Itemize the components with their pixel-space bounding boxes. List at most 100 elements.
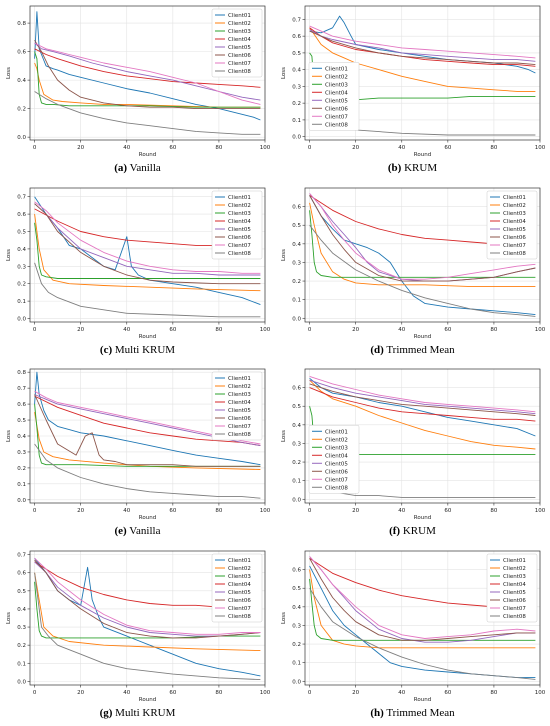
series-line-client02 bbox=[34, 572, 261, 651]
x-tick-label: 80 bbox=[215, 327, 222, 333]
series-line-client08 bbox=[34, 262, 261, 317]
legend-label: Client01 bbox=[325, 429, 348, 435]
series-line-client04 bbox=[309, 387, 536, 422]
chart-svg: 0 20 40 60 80 100 0.0 0.1 0.2 0.3 0.4 0.5 0.6 0.7 Roun… bbox=[281, 5, 546, 158]
y-tick-label: 0.7 bbox=[17, 552, 26, 558]
y-tick-label: 0.2 bbox=[292, 101, 301, 107]
legend-label: Client04 bbox=[325, 90, 348, 96]
x-tick-label: 20 bbox=[352, 145, 359, 151]
caption-c: (c) Multi KRUM bbox=[99, 343, 176, 356]
series-line-client05 bbox=[34, 202, 261, 275]
series-line-client02 bbox=[34, 412, 261, 470]
series-line-client04 bbox=[34, 395, 261, 447]
y-axis-label: Loss bbox=[281, 611, 287, 623]
x-tick-label: 60 bbox=[169, 690, 176, 696]
legend-label: Client07 bbox=[228, 61, 251, 67]
x-tick-label: 80 bbox=[490, 145, 497, 151]
y-tick-label: 0.6 bbox=[292, 34, 301, 40]
legend-label: Client07 bbox=[503, 606, 526, 612]
legend-label: Client08 bbox=[228, 69, 251, 75]
y-axis-label: Loss bbox=[281, 67, 287, 79]
series-line-client08 bbox=[309, 224, 536, 317]
x-tick-label: 100 bbox=[260, 145, 271, 151]
x-tick-label: 100 bbox=[535, 690, 546, 696]
legend-box bbox=[211, 371, 263, 441]
legend-label: Client01 bbox=[228, 558, 251, 564]
legend-box bbox=[486, 190, 538, 259]
x-tick-label: 60 bbox=[169, 508, 176, 514]
panel-c: 0 20 40 60 80 100 0.0 0.1 0.2 0.3 0.4 0.5 0.6 0.7 Roun… bbox=[0, 182, 275, 364]
y-axis-label: Loss bbox=[6, 611, 12, 623]
y-tick-label: 0.3 bbox=[17, 450, 26, 456]
panel-g: 0 20 40 60 80 100 0.0 0.1 0.2 0.3 0.4 0.5 0.6 0.7 Roun… bbox=[0, 545, 275, 726]
legend-label: Client04 bbox=[325, 453, 348, 459]
legend-label: Client05 bbox=[503, 590, 526, 596]
y-tick-label: 0.3 bbox=[292, 260, 301, 266]
series-line-client02 bbox=[309, 379, 536, 450]
x-tick-label: 40 bbox=[398, 690, 405, 696]
legend-label: Client05 bbox=[325, 461, 348, 467]
x-axis-label: Round bbox=[414, 334, 431, 340]
series-line-client02 bbox=[34, 62, 261, 108]
legend-label: Client07 bbox=[228, 424, 251, 430]
series-line-client03 bbox=[309, 209, 536, 278]
legend-label: Client03 bbox=[228, 574, 251, 580]
legend-label: Client01 bbox=[503, 195, 526, 201]
x-tick-label: 0 bbox=[308, 145, 312, 151]
y-tick-label: 0.0 bbox=[292, 497, 301, 503]
x-tick-label: 100 bbox=[535, 327, 546, 333]
legend-label: Client08 bbox=[228, 432, 251, 438]
panel-h: 0 20 40 60 80 100 0.0 0.1 0.2 0.3 0.4 0.5 0.6 Round Lo… bbox=[275, 545, 550, 726]
legend-label: Client06 bbox=[228, 235, 251, 241]
series-line-client08 bbox=[34, 443, 261, 499]
caption-a: (a) Vanilla bbox=[114, 162, 161, 174]
y-tick-label: 0.6 bbox=[17, 50, 26, 56]
legend-label: Client02 bbox=[325, 437, 348, 443]
x-tick-label: 20 bbox=[77, 145, 84, 151]
y-tick-label: 0.3 bbox=[17, 264, 26, 270]
legend-label: Client06 bbox=[228, 53, 251, 59]
y-tick-label: 0.4 bbox=[292, 604, 301, 610]
legend-box bbox=[211, 8, 263, 78]
x-axis-label: Round bbox=[139, 515, 156, 521]
y-tick-label: 0.5 bbox=[292, 404, 301, 410]
legend-label: Client01 bbox=[228, 195, 251, 201]
plot-frame bbox=[304, 550, 541, 685]
series-line-client01 bbox=[34, 371, 261, 466]
caption-d: (d) Trimmed Mean bbox=[370, 343, 455, 356]
caption-g: (g) Multi KRUM bbox=[99, 706, 176, 719]
x-axis-label: Round bbox=[414, 152, 431, 158]
chart-svg: 0 20 40 60 80 100 0.0 0.2 0.4 0.6 0.8 Round Loss Clie… bbox=[6, 5, 271, 158]
legend: Client01 Client02 Client03 Client04 Client05… bbox=[211, 371, 263, 441]
y-tick-label: 0.5 bbox=[292, 51, 301, 57]
legend: Client01 Client02 Client03 Client04 Client05… bbox=[308, 62, 360, 131]
y-tick-label: 0.6 bbox=[17, 570, 26, 576]
legend-box bbox=[486, 553, 538, 622]
legend-label: Client04 bbox=[503, 219, 526, 225]
plot-frame bbox=[304, 5, 541, 141]
y-tick-label: 0.2 bbox=[292, 642, 301, 648]
x-axis-label: Round bbox=[414, 515, 431, 521]
x-axis-label: Round bbox=[139, 334, 156, 340]
series-line-client07 bbox=[309, 25, 536, 59]
legend-label: Client03 bbox=[228, 29, 251, 35]
x-tick-label: 0 bbox=[33, 327, 37, 333]
legend: Client01 Client02 Client03 Client04 Client05… bbox=[211, 553, 263, 622]
x-tick-label: 20 bbox=[77, 327, 84, 333]
x-tick-label: 60 bbox=[169, 145, 176, 151]
caption-e: (e) Vanilla bbox=[114, 525, 161, 537]
series-line-client06 bbox=[34, 39, 261, 110]
legend-label: Client04 bbox=[228, 37, 251, 43]
y-tick-label: 0.1 bbox=[17, 482, 26, 488]
series-line-client07 bbox=[34, 201, 261, 274]
legend-label: Client02 bbox=[325, 74, 348, 80]
x-tick-label: 40 bbox=[123, 690, 130, 696]
x-tick-label: 80 bbox=[490, 690, 497, 696]
y-tick-label: 0.3 bbox=[292, 623, 301, 629]
x-tick-label: 20 bbox=[352, 327, 359, 333]
legend: Client01 Client02 Client03 Client04 Client05… bbox=[486, 553, 538, 622]
caption-f: (f) KRUM bbox=[389, 525, 436, 537]
legend-box bbox=[211, 190, 263, 259]
series-line-client03 bbox=[34, 51, 261, 108]
panel-e: 0 20 40 60 80 100 0.0 0.1 0.2 0.3 0.4 0.5 0.6 0.7 0.8 R… bbox=[0, 363, 275, 545]
